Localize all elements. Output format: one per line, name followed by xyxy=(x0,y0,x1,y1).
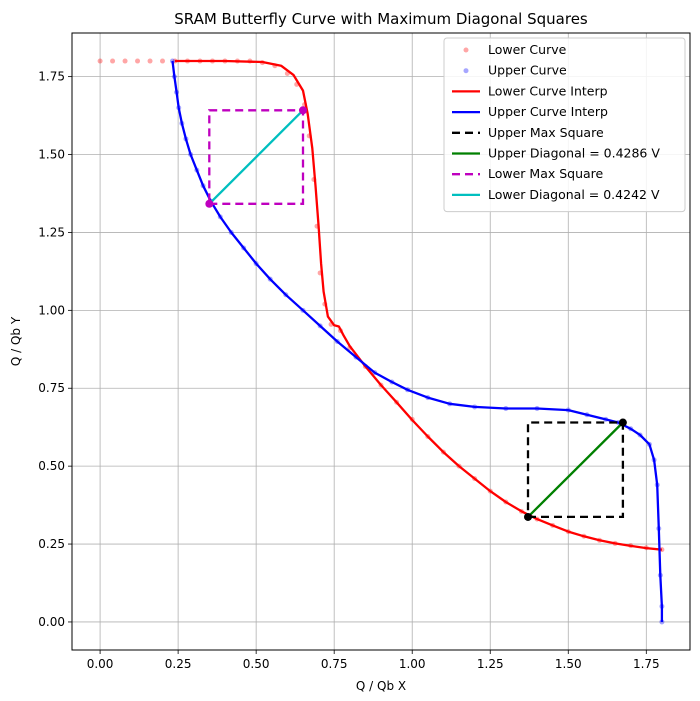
legend-label: Lower Curve Interp xyxy=(488,83,608,98)
y-axis-ticks: 0.00 0.25 0.50 0.75 1.00 1.25 1.50 1.75 xyxy=(38,70,72,629)
corner-points xyxy=(205,106,627,521)
x-tick-label: 1.75 xyxy=(633,657,660,671)
lower-diagonal-0-4242-v-line xyxy=(208,109,304,205)
upper-curve-interp-line xyxy=(171,60,664,622)
y-tick-label: 0.50 xyxy=(38,459,65,473)
legend-label: Upper Curve Interp xyxy=(488,104,608,119)
x-tick-label: 1.50 xyxy=(555,657,582,671)
lower-curve-point xyxy=(97,58,103,64)
x-axis-ticks: 0.00 0.25 0.50 0.75 1.00 1.25 1.50 1.75 xyxy=(87,650,660,671)
y-tick-label: 1.00 xyxy=(38,303,65,317)
y-tick-label: 0.25 xyxy=(38,537,65,551)
legend-label: Lower Max Square xyxy=(488,166,604,181)
lower-curve-point xyxy=(122,58,128,64)
chart-title: SRAM Butterfly Curve with Maximum Diagon… xyxy=(174,10,588,28)
plot-area-frame xyxy=(71,32,691,651)
x-tick-label: 0.75 xyxy=(321,657,348,671)
x-tick-label: 1.00 xyxy=(399,657,426,671)
legend-label: Upper Curve xyxy=(488,63,567,78)
legend-label: Upper Max Square xyxy=(488,125,604,140)
y-tick-label: 1.75 xyxy=(38,70,65,84)
lower-curve-point xyxy=(110,58,116,64)
lower-square-corner-point xyxy=(298,106,307,115)
upper-diagonal-0-4286-v-line xyxy=(527,421,624,518)
legend-marker xyxy=(463,68,469,74)
series-layer xyxy=(97,58,665,625)
x-tick-label: 1.25 xyxy=(477,657,504,671)
y-tick-label: 1.50 xyxy=(38,148,65,162)
lower-curve-interp-line xyxy=(175,59,663,551)
legend-label: Upper Diagonal = 0.4286 V xyxy=(488,146,660,161)
x-tick-label: 0.00 xyxy=(87,657,114,671)
lower-curve-point xyxy=(160,58,166,64)
y-axis-label: Q / Qb Y xyxy=(9,316,23,366)
upper-square-corner-point xyxy=(618,418,627,427)
lower-square-corner-point xyxy=(205,199,214,208)
legend-label: Lower Diagonal = 0.4242 V xyxy=(488,187,660,202)
lower-curve-point xyxy=(135,58,141,64)
legend-marker xyxy=(463,47,469,53)
y-tick-label: 0.00 xyxy=(38,615,65,629)
x-tick-label: 0.50 xyxy=(243,657,270,671)
y-tick-label: 0.75 xyxy=(38,381,65,395)
x-axis-label: Q / Qb X xyxy=(356,679,406,693)
lower-curve-point xyxy=(147,58,153,64)
legend-label: Lower Curve xyxy=(488,42,567,57)
legend-box xyxy=(443,37,686,213)
legend: Lower Curve Upper Curve Lower Curve Interp… xyxy=(443,37,686,213)
y-tick-label: 1.25 xyxy=(38,225,65,239)
x-tick-label: 0.25 xyxy=(165,657,192,671)
upper-square-corner-point xyxy=(524,512,533,521)
